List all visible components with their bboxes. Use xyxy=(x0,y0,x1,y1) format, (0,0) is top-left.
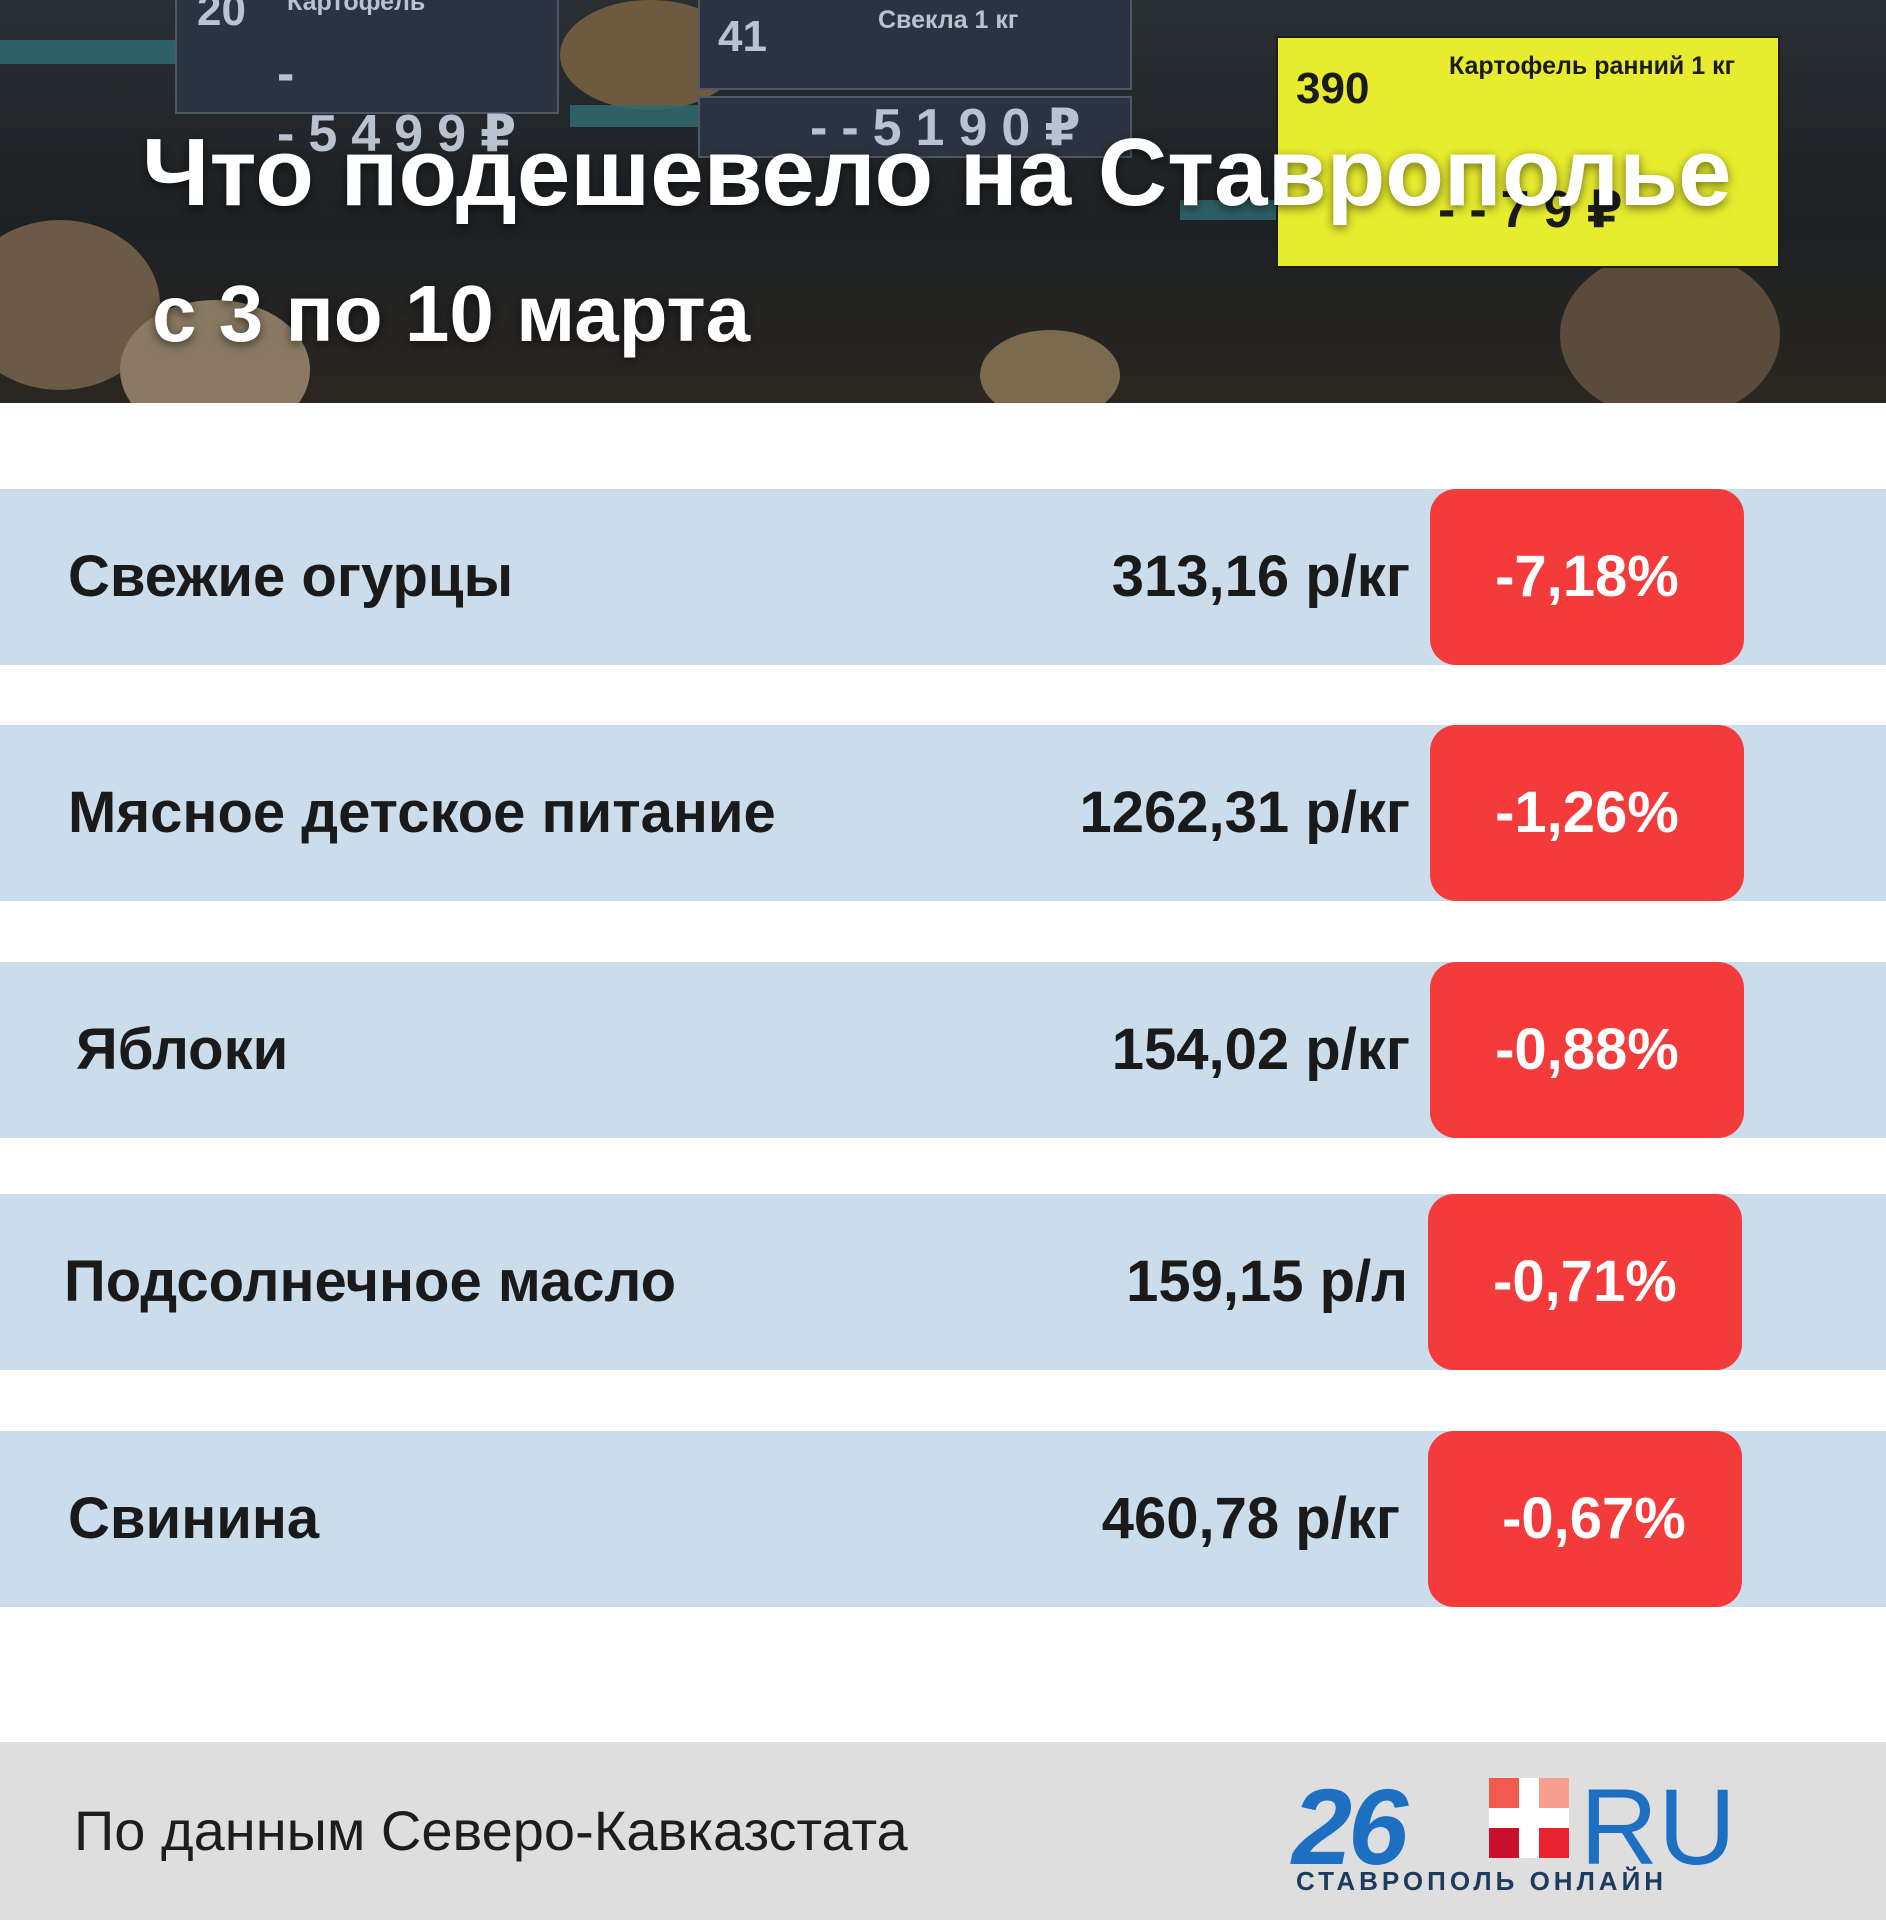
item-price: 460,78 р/кг xyxy=(1101,1486,1400,1551)
price-tag-number: 41 xyxy=(718,12,767,61)
price-tag-number: 390 xyxy=(1296,64,1370,113)
logo-cross-icon xyxy=(1489,1778,1569,1858)
change-badge: -0,71% xyxy=(1428,1194,1742,1370)
crate-edge xyxy=(0,40,180,64)
price-tag-number: 20 xyxy=(197,0,246,35)
item-name: Мясное детское питание xyxy=(68,780,776,845)
item-name: Яблоки xyxy=(76,1017,289,1082)
change-badge: -7,18% xyxy=(1430,489,1744,665)
header-photo-banner: 20 Картофель --5499₽ 41 Свекла 1 кг --51… xyxy=(0,0,1886,403)
change-badge: -0,88% xyxy=(1430,962,1744,1138)
page-subtitle-dates: с 3 по 10 марта xyxy=(152,269,751,358)
change-badge: -0,67% xyxy=(1428,1431,1742,1607)
list-item: Мясное детское питание 1262,31 р/кг -1,2… xyxy=(0,725,1886,901)
item-price: 154,02 р/кг xyxy=(1111,1017,1410,1082)
item-name: Свинина xyxy=(68,1486,320,1551)
site-logo[interactable]: 26 RU СТАВРОПОЛЬ ОНЛАЙН xyxy=(1292,1766,1742,1900)
potato-shape xyxy=(120,300,310,403)
potato-shape xyxy=(1560,250,1780,403)
item-name: Подсолнечное масло xyxy=(64,1249,677,1314)
footer: По данным Северо-Кавказстата 26 RU СТАВР… xyxy=(0,1742,1886,1920)
price-tag-label: Картофель xyxy=(287,0,426,16)
price-tag: 20 Картофель --5499₽ xyxy=(175,0,559,163)
item-price: 159,15 р/л xyxy=(1126,1249,1408,1314)
item-name: Свежие огурцы xyxy=(68,544,514,609)
data-source-note: По данным Северо-Кавказстата xyxy=(74,1799,908,1862)
list-item: Свежие огурцы 313,16 р/кг -7,18% xyxy=(0,489,1886,665)
price-tag-price: --79₽ xyxy=(1438,181,1637,239)
page-title: Что подешевело на Ставрополье xyxy=(142,119,1732,226)
price-tag-price: --5190₽ xyxy=(810,99,1095,157)
list-item: Яблоки 154,02 р/кг -0,88% xyxy=(0,962,1886,1138)
logo-domain: RU xyxy=(1580,1766,1736,1887)
list-item: Свинина 460,78 р/кг -0,67% xyxy=(0,1431,1886,1607)
price-tag: 41 Свекла 1 кг xyxy=(698,0,1132,90)
logo-subtitle: СТАВРОПОЛЬ ОНЛАЙН xyxy=(1296,1866,1668,1896)
price-tag-label: Картофель ранний 1 кг xyxy=(1448,52,1736,80)
price-tag-label: Свекла 1 кг xyxy=(878,6,1019,34)
potato-shape xyxy=(980,330,1120,403)
logo-number: 26 xyxy=(1292,1766,1408,1887)
price-tag-yellow: 390 Картофель ранний 1 кг --79₽ xyxy=(1276,36,1780,268)
price-tag-price-strip: --5190₽ xyxy=(698,96,1132,158)
change-badge: -1,26% xyxy=(1430,725,1744,901)
item-price: 313,16 р/кг xyxy=(1111,544,1410,609)
list-item: Подсолнечное масло 159,15 р/л -0,71% xyxy=(0,1194,1886,1370)
item-price: 1262,31 р/кг xyxy=(1079,780,1411,845)
price-tag-price: --5499₽ xyxy=(277,45,531,163)
